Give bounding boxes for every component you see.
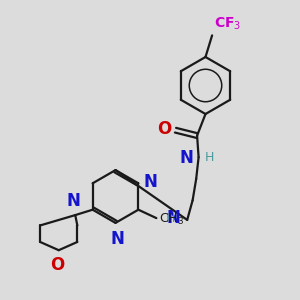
- Text: H: H: [166, 212, 175, 225]
- Text: CF$_3$: CF$_3$: [214, 15, 242, 32]
- Text: O: O: [157, 120, 171, 138]
- Text: O: O: [50, 256, 64, 274]
- Text: N: N: [179, 149, 193, 167]
- Text: H: H: [205, 151, 214, 164]
- Text: N: N: [167, 209, 181, 227]
- Text: CH$_3$: CH$_3$: [159, 212, 184, 227]
- Text: N: N: [110, 230, 124, 247]
- Text: N: N: [144, 173, 158, 191]
- Text: N: N: [67, 192, 81, 210]
